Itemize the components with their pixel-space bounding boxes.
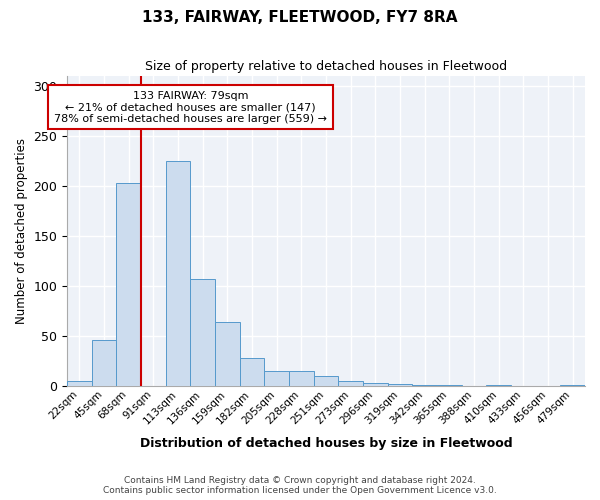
Bar [92, 340, 116, 386]
Text: Contains HM Land Registry data © Crown copyright and database right 2024.
Contai: Contains HM Land Registry data © Crown c… [103, 476, 497, 495]
Text: 133 FAIRWAY: 79sqm
← 21% of detached houses are smaller (147)
78% of semi-detach: 133 FAIRWAY: 79sqm ← 21% of detached hou… [54, 90, 327, 124]
Bar [265, 371, 289, 386]
Bar [338, 381, 363, 386]
Y-axis label: Number of detached properties: Number of detached properties [15, 138, 28, 324]
Bar [289, 371, 314, 386]
Bar [67, 381, 92, 386]
Bar [190, 279, 215, 386]
Bar [363, 383, 388, 386]
Bar [215, 322, 240, 386]
Bar [116, 183, 141, 386]
Title: Size of property relative to detached houses in Fleetwood: Size of property relative to detached ho… [145, 60, 507, 73]
Text: 133, FAIRWAY, FLEETWOOD, FY7 8RA: 133, FAIRWAY, FLEETWOOD, FY7 8RA [142, 10, 458, 25]
Bar [388, 384, 412, 386]
Bar [166, 160, 190, 386]
X-axis label: Distribution of detached houses by size in Fleetwood: Distribution of detached houses by size … [140, 437, 512, 450]
Bar [240, 358, 265, 386]
Bar [314, 376, 338, 386]
